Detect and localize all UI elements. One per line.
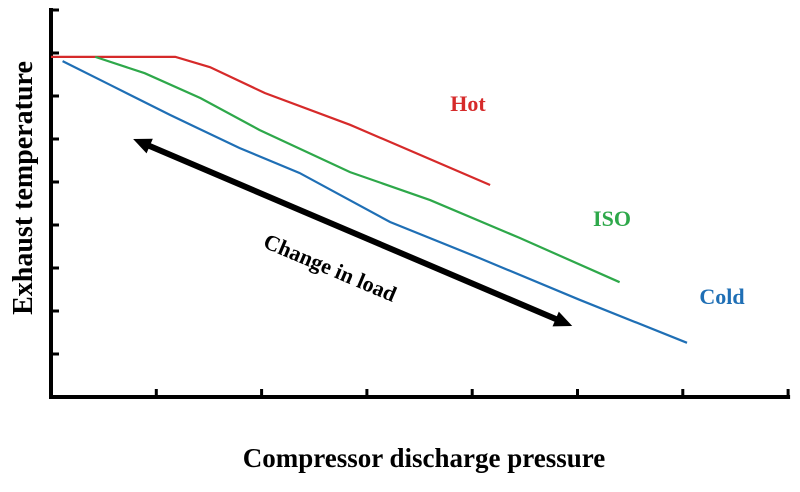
series-line-hot <box>51 55 491 187</box>
series-label-cold: Cold <box>699 284 744 309</box>
series-line-cold <box>62 60 688 344</box>
series-line-iso <box>94 55 621 284</box>
series-lines <box>51 55 688 344</box>
series-label-hot: Hot <box>450 91 486 116</box>
y-axis-label: Exhaust temperature <box>8 61 39 315</box>
axes <box>49 8 791 399</box>
series-label-iso: ISO <box>593 206 631 231</box>
arrowhead-start <box>133 138 153 154</box>
x-axis-label: Compressor discharge pressure <box>243 443 606 473</box>
change-in-load-arrow <box>133 138 573 327</box>
arrow-shaft <box>145 141 561 324</box>
arrow-annotation-label: Change in load <box>260 228 400 306</box>
arrowhead-end <box>552 311 573 327</box>
